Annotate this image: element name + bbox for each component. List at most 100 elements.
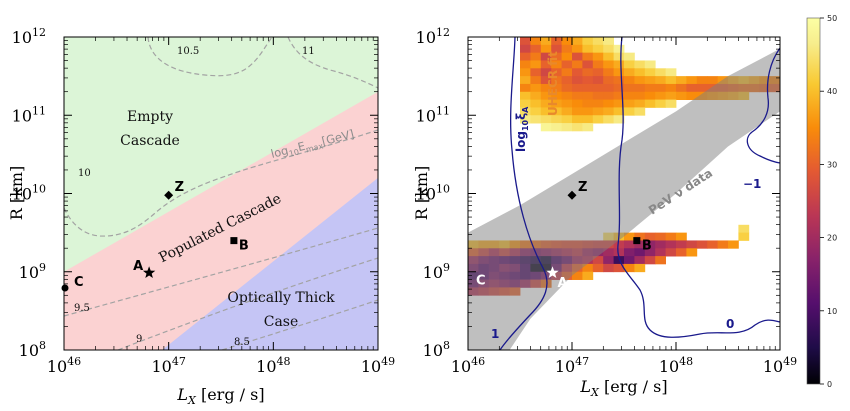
right-markers: Z B A C	[476, 180, 652, 291]
heatmap-cell	[624, 52, 635, 61]
heatmap-cell	[676, 76, 687, 85]
right-marker-b	[633, 237, 641, 245]
label-empty-cascade-2: Cascade	[120, 133, 180, 149]
heatmap-cell	[520, 99, 531, 108]
right-y-axis: 108 109 1010 1011 1012	[416, 26, 780, 360]
heatmap-cell	[717, 240, 729, 249]
contour-label-11: 11	[302, 46, 315, 57]
heatmap-cell	[551, 107, 562, 116]
left-x-axis-label: LX [erg / s]	[176, 385, 264, 407]
contour-label-10-5: 10.5	[177, 46, 199, 57]
label-optically-thick-2: Case	[264, 314, 299, 330]
colorbar-tick-label: 20	[827, 234, 837, 243]
heatmap-cell	[603, 44, 614, 54]
heatmap-cell	[603, 248, 614, 257]
heatmap-cell	[634, 91, 646, 100]
heatmap-cell	[540, 99, 552, 108]
heatmap-cell	[592, 83, 604, 93]
heatmap-cell	[634, 248, 646, 257]
heatmap-cell	[530, 107, 542, 116]
heatmap-cell	[561, 91, 573, 100]
heatmap-cell	[624, 60, 635, 69]
contour-9	[117, 257, 378, 350]
heatmap-cell	[530, 60, 542, 69]
heatmap-cell	[613, 256, 625, 265]
heatmap-cell	[686, 240, 698, 249]
heatmap-cell	[572, 107, 583, 116]
left-marker-label-b: B	[239, 239, 249, 254]
left-marker-b	[230, 237, 238, 245]
right-marker-label-z: Z	[578, 180, 587, 195]
heatmap-cell	[676, 240, 687, 249]
heatmap-cell	[582, 52, 594, 61]
contour-10	[64, 129, 378, 237]
heatmap-cell	[624, 263, 635, 273]
heatmap-cell	[530, 91, 542, 100]
heatmap-cell	[665, 248, 677, 257]
uhecr-fit-label: UHECR fit	[546, 51, 560, 116]
heatmap-cell	[613, 99, 625, 108]
heatmap-cell	[655, 240, 666, 249]
heatmap-cell	[624, 76, 635, 85]
heatmap-cell	[624, 107, 635, 116]
heatmap-cell	[540, 83, 552, 93]
colorbar-tick-label: 10	[827, 307, 837, 316]
colorbar-tick-label: 40	[827, 87, 837, 96]
heatmap-cell	[582, 68, 594, 77]
heatmap-cell	[520, 115, 531, 124]
heatmap-cell	[634, 76, 646, 85]
heatmap-cell	[624, 99, 635, 108]
heatmap-cell	[613, 115, 625, 124]
heatmap-cell	[624, 256, 635, 265]
heatmap-cell	[634, 256, 646, 265]
left-x-tick-label: 1047	[151, 355, 185, 376]
contour-8-5	[221, 299, 378, 350]
heatmap-cell	[561, 99, 573, 108]
right-x-tick-label: 1049	[763, 355, 797, 376]
heatmap-cell	[520, 68, 531, 77]
heatmap-cell	[686, 83, 698, 93]
right-marker-label-c: C	[476, 273, 486, 288]
label-empty-cascade: Empty	[127, 109, 173, 125]
heatmap-cell	[582, 271, 594, 280]
heatmap-cell	[655, 232, 666, 241]
heatmap-cell	[738, 232, 750, 241]
heatmap-cell	[634, 107, 646, 116]
heatmap-cell	[572, 271, 583, 280]
heatmap-cell	[561, 76, 573, 85]
contour-label-10: 10	[78, 168, 91, 179]
heatmap-cell	[540, 68, 552, 77]
heatmap-cell	[603, 76, 614, 85]
heatmap-cell	[540, 60, 552, 69]
xi-label-1: 1	[491, 327, 499, 341]
heatmap-cell	[644, 91, 656, 100]
heatmap-cell	[551, 37, 562, 46]
heatmap-cell	[530, 37, 542, 46]
colorbar-gradient	[806, 17, 821, 385]
left-marker-label-a: A	[133, 259, 143, 274]
right-x-axis-label: LX [erg / s]	[579, 377, 667, 399]
heatmap-cell	[551, 99, 562, 108]
heatmap-cell	[530, 115, 542, 124]
heatmap-cell	[613, 91, 625, 100]
heatmap-cell	[665, 76, 677, 85]
left-x-tick-label: 1048	[256, 355, 290, 376]
heatmap-cell	[665, 68, 677, 77]
left-y-tick-label: 108	[19, 339, 46, 360]
heatmap-cell	[603, 256, 614, 265]
left-markers: Z B A C	[61, 180, 249, 292]
heatmap-cell	[676, 83, 687, 93]
heatmap-cell	[520, 107, 531, 116]
heatmap-cell	[592, 115, 604, 124]
heatmap-cell	[634, 83, 646, 93]
heatmap-cell	[551, 83, 562, 93]
heatmap-cell	[561, 52, 573, 61]
heatmap-cell	[613, 68, 625, 77]
heatmap-cell	[530, 83, 542, 93]
heatmap-cell	[572, 52, 583, 61]
contour-9-5	[64, 227, 378, 317]
left-marker-label-c: C	[74, 275, 84, 290]
heatmap-cell	[551, 91, 562, 100]
heatmap-cell	[572, 123, 583, 132]
heatmap-cell	[520, 37, 531, 46]
